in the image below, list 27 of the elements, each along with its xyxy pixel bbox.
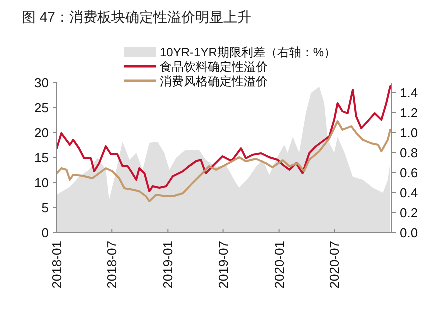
- x-tick-label: 2019-07: [216, 241, 231, 289]
- x-tick-label: 2020-01: [272, 241, 287, 289]
- y-tick-label: 0: [42, 226, 49, 240]
- y2-tick-label: 0.2: [400, 206, 418, 220]
- y2-tick-label: 0.4: [400, 186, 418, 200]
- line-series: [56, 120, 392, 202]
- line-series: [56, 86, 392, 192]
- y2-tick-label: 1.2: [400, 106, 418, 120]
- y2-tick-label: 0.0: [400, 226, 418, 240]
- chart-title: 图 47：消费板块确定性溢价明显上升: [22, 9, 252, 25]
- y2-tick-label: 0.8: [400, 146, 418, 160]
- y2-tick-label: 1.0: [400, 126, 418, 140]
- x-tick-label: 2020-07: [327, 241, 342, 289]
- y-tick-label: 20: [34, 126, 49, 140]
- x-tick-label: 2018-07: [104, 241, 120, 289]
- x-tick-label: 2018-01: [50, 241, 64, 289]
- y-tick-label: 5: [42, 200, 49, 216]
- legend-label: 消费风格确定性溢价: [160, 74, 268, 88]
- y2-tick-label: 1.4: [400, 86, 418, 100]
- y-tick-label: 30: [34, 76, 49, 90]
- y-tick-label: 10: [34, 176, 49, 190]
- legend-label: 10YR-1YR期限利差（右轴：%）: [160, 46, 336, 60]
- y-tick-label: 25: [34, 100, 49, 116]
- x-tick-label: 2019-01: [160, 241, 176, 289]
- legend-label: 食品饮料确定性溢价: [160, 60, 268, 74]
- y2-tick-label: 0.6: [400, 166, 418, 180]
- y-tick-label: 15: [34, 150, 49, 166]
